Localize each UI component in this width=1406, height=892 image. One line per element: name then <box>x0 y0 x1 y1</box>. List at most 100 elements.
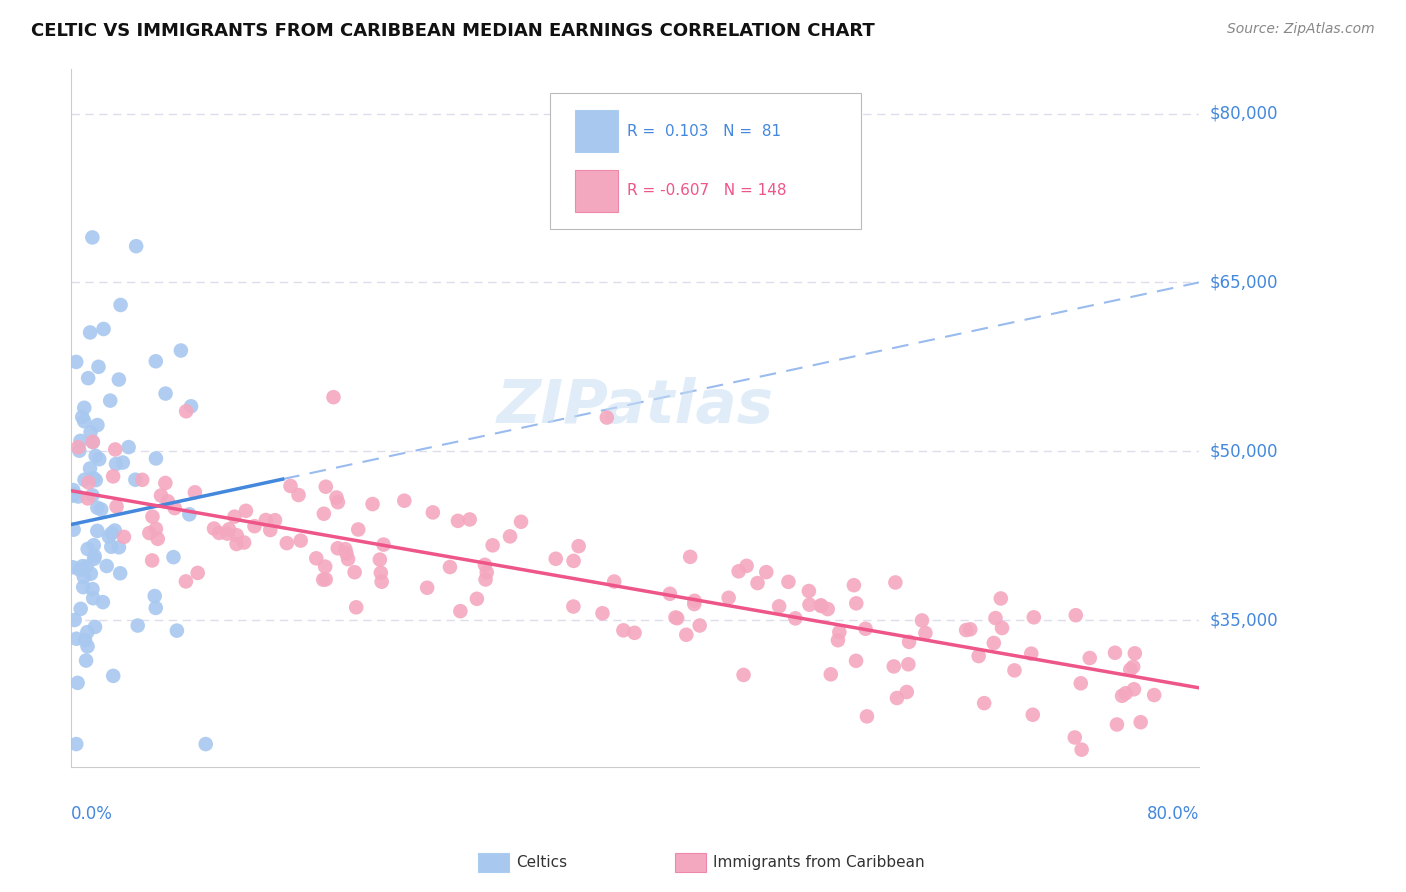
Point <box>499 529 522 543</box>
Point <box>76 559 98 574</box>
Point <box>1104 646 1126 660</box>
Point <box>603 574 626 589</box>
Point <box>166 624 188 638</box>
Point <box>145 354 167 368</box>
Point <box>83 538 105 552</box>
Point <box>259 523 281 537</box>
Text: CELTIC VS IMMIGRANTS FROM CARIBBEAN MEDIAN EARNINGS CORRELATION CHART: CELTIC VS IMMIGRANTS FROM CARIBBEAN MEDI… <box>31 22 875 40</box>
Point <box>163 501 186 516</box>
Point <box>194 737 217 751</box>
Point <box>62 483 84 497</box>
Point <box>82 582 104 596</box>
Point <box>73 570 96 584</box>
Point <box>1063 731 1085 745</box>
Point <box>727 565 749 579</box>
Point <box>883 659 905 673</box>
Bar <box>575 111 619 153</box>
Point <box>174 574 197 589</box>
Point <box>111 456 134 470</box>
Point <box>562 599 585 614</box>
Point <box>62 560 84 574</box>
Point <box>911 614 934 628</box>
Point <box>146 532 169 546</box>
Point <box>73 414 96 428</box>
Point <box>110 298 132 312</box>
Point <box>1022 610 1045 624</box>
Point <box>897 657 920 672</box>
Point <box>955 623 977 637</box>
Point <box>65 355 87 369</box>
Point <box>117 440 139 454</box>
Point <box>69 563 91 577</box>
Point <box>991 621 1014 635</box>
Point <box>683 594 706 608</box>
Point <box>84 449 107 463</box>
Point <box>658 587 681 601</box>
Point <box>80 566 103 581</box>
Point <box>856 709 879 723</box>
Point <box>828 625 851 640</box>
Point <box>187 566 209 580</box>
Point <box>100 540 122 554</box>
Point <box>98 530 121 544</box>
Point <box>343 566 366 580</box>
Point <box>797 584 820 599</box>
Point <box>1019 647 1042 661</box>
Point <box>86 500 108 515</box>
Point <box>474 573 496 587</box>
Point <box>63 613 86 627</box>
Point <box>568 539 591 553</box>
Point <box>72 409 94 424</box>
Point <box>79 461 101 475</box>
Point <box>101 469 124 483</box>
Point <box>86 418 108 433</box>
Point <box>208 525 231 540</box>
Point <box>72 559 94 574</box>
Point <box>145 451 167 466</box>
Point <box>73 473 96 487</box>
Point <box>233 535 256 549</box>
Point <box>290 533 312 548</box>
Point <box>394 493 416 508</box>
Point <box>1070 676 1092 690</box>
Point <box>104 524 127 538</box>
Point <box>373 538 395 552</box>
Text: $80,000: $80,000 <box>1211 104 1278 122</box>
Point <box>76 640 98 654</box>
Point <box>481 538 503 552</box>
Text: 0.0%: 0.0% <box>72 805 112 823</box>
Point <box>225 537 247 551</box>
Point <box>898 635 921 649</box>
Point <box>65 737 87 751</box>
Point <box>96 559 118 574</box>
Point <box>76 541 98 556</box>
Text: $65,000: $65,000 <box>1211 274 1278 292</box>
Point <box>82 435 104 450</box>
Point <box>612 624 634 638</box>
Point <box>84 620 107 634</box>
Point <box>1004 664 1026 678</box>
Point <box>104 442 127 457</box>
Point <box>1105 717 1128 731</box>
Point <box>855 622 877 636</box>
Point <box>179 508 201 522</box>
Point <box>1119 663 1142 677</box>
FancyBboxPatch shape <box>550 93 860 229</box>
Point <box>884 575 907 590</box>
Text: Source: ZipAtlas.com: Source: ZipAtlas.com <box>1227 22 1375 37</box>
Point <box>125 239 148 253</box>
Point <box>755 565 778 579</box>
Text: $50,000: $50,000 <box>1211 442 1278 460</box>
Point <box>1064 608 1087 623</box>
Point <box>312 573 335 587</box>
Point <box>1070 742 1092 756</box>
Point <box>72 580 94 594</box>
Point <box>108 566 131 581</box>
Point <box>778 574 800 589</box>
Point <box>886 691 908 706</box>
Point <box>679 549 702 564</box>
Point <box>447 514 470 528</box>
Point <box>842 578 865 592</box>
Point <box>145 522 167 536</box>
Point <box>62 489 84 503</box>
